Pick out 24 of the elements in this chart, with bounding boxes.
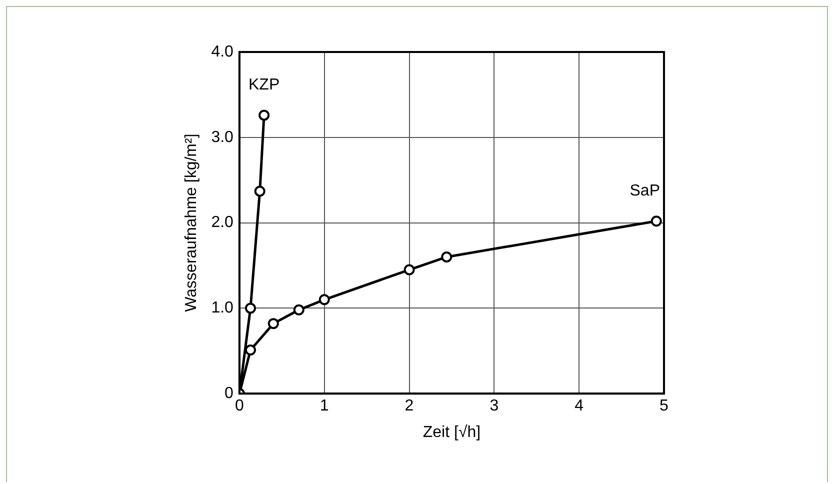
point — [293, 304, 304, 316]
y-tick-label: 2.0 — [211, 214, 234, 232]
y-tick-label: 1.0 — [211, 300, 234, 317]
point — [441, 251, 452, 262]
point — [318, 294, 330, 306]
x-tick-label: 1 — [320, 398, 329, 415]
point — [258, 110, 270, 121]
y-tick-label: 0 — [224, 385, 234, 402]
point — [244, 344, 256, 356]
series-label: SaP — [630, 182, 660, 200]
x-tick-label: 3 — [490, 398, 499, 415]
x-tick-label: 5 — [660, 398, 669, 415]
y-axis-title: Wasseraufnahme [kg/m²] — [183, 134, 200, 312]
x-tick-label: 4 — [574, 398, 584, 415]
point — [254, 186, 266, 197]
point — [244, 302, 256, 314]
x-axis-title: Zeit [√h] — [422, 424, 481, 441]
point — [268, 318, 279, 330]
y-tick-label: 3.0 — [211, 128, 234, 146]
point — [404, 264, 415, 276]
point — [650, 216, 662, 227]
x-tick-label: 2 — [404, 398, 414, 415]
series-label: KZP — [248, 76, 280, 94]
y-tick-label: 4.0 — [211, 43, 234, 60]
